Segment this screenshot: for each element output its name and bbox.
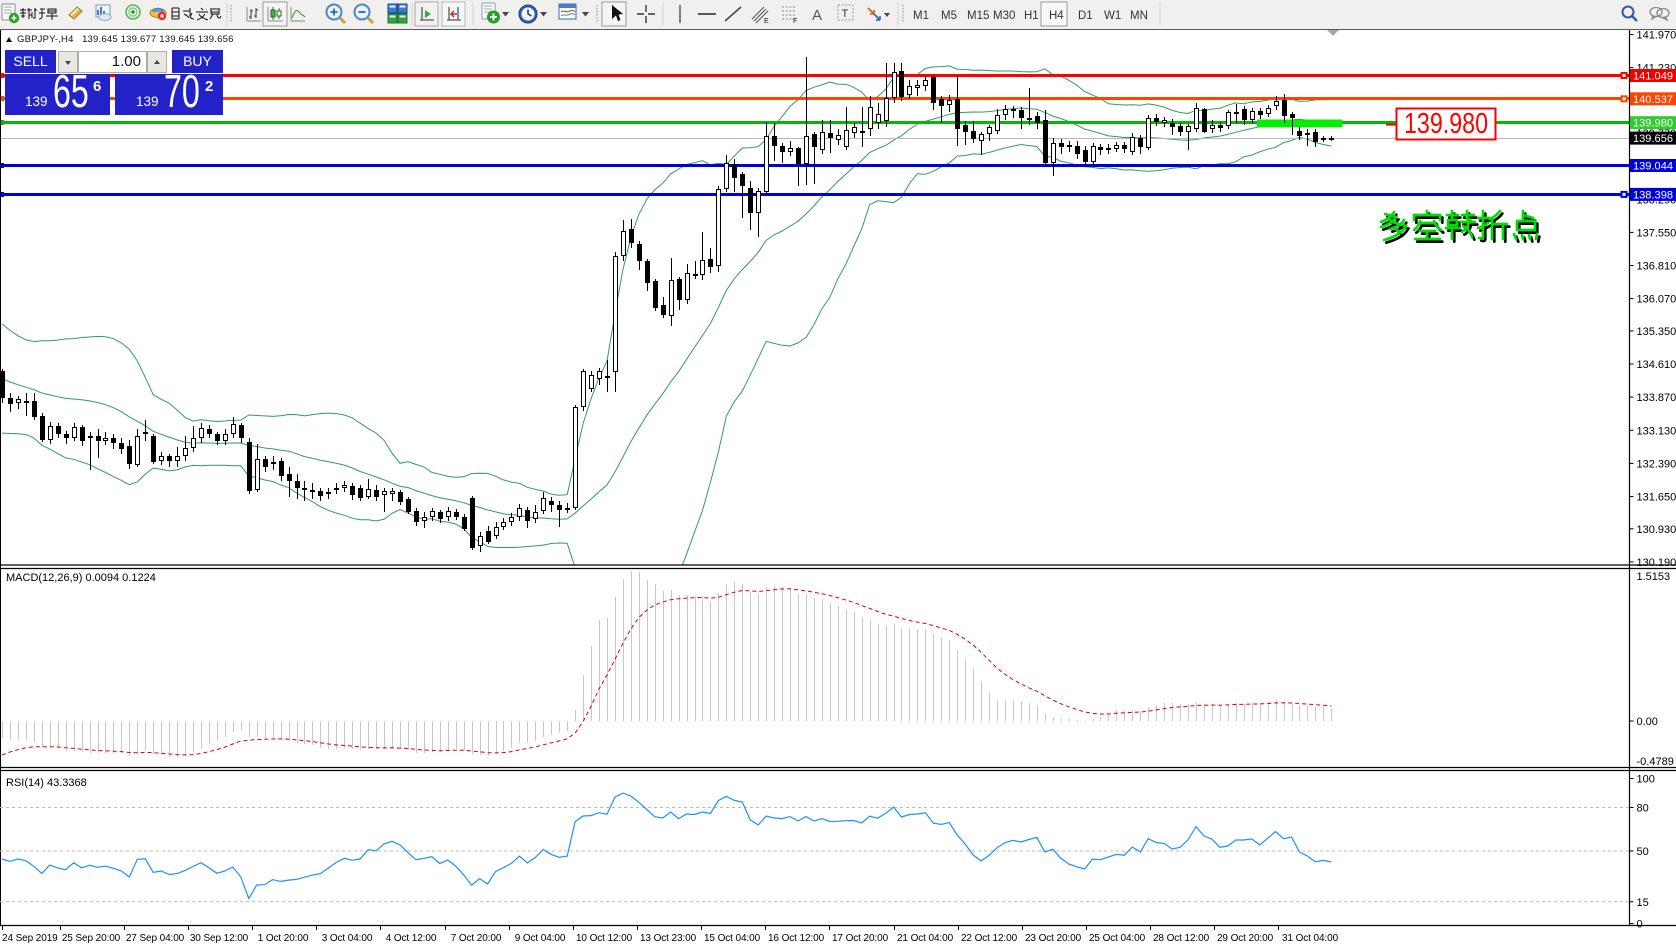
svg-text:M1: M1: [913, 10, 929, 22]
svg-text:1 Oct 20:00: 1 Oct 20:00: [258, 933, 309, 944]
svg-text:H4: H4: [1049, 10, 1064, 22]
svg-text:137.550: 137.550: [1637, 227, 1676, 239]
svg-text:136.810: 136.810: [1637, 261, 1676, 273]
svg-text:H1: H1: [1024, 10, 1039, 22]
svg-text:RSI(14) 43.3368: RSI(14) 43.3368: [6, 777, 87, 789]
svg-text:140.537: 140.537: [1633, 94, 1673, 106]
svg-text:132.390: 132.390: [1637, 458, 1676, 470]
svg-text:141.970: 141.970: [1637, 30, 1676, 42]
svg-text:1.5153: 1.5153: [1637, 571, 1671, 583]
svg-text:27 Sep 04:00: 27 Sep 04:00: [126, 933, 185, 944]
svg-text:130.190: 130.190: [1637, 557, 1676, 569]
svg-text:131.650: 131.650: [1637, 492, 1676, 504]
svg-text:141.049: 141.049: [1633, 71, 1673, 83]
svg-text:0.00: 0.00: [1637, 716, 1658, 728]
svg-text:136.070: 136.070: [1637, 294, 1676, 306]
svg-text:24 Sep 2019: 24 Sep 2019: [2, 933, 58, 944]
svg-text:9 Oct 04:00: 9 Oct 04:00: [515, 933, 566, 944]
svg-text:16 Oct 12:00: 16 Oct 12:00: [768, 933, 825, 944]
svg-text:28 Oct 12:00: 28 Oct 12:00: [1153, 933, 1210, 944]
svg-text:17 Oct 20:00: 17 Oct 20:00: [832, 933, 889, 944]
svg-text:3 Oct 04:00: 3 Oct 04:00: [322, 933, 373, 944]
svg-text:31 Oct 04:00: 31 Oct 04:00: [1282, 933, 1339, 944]
svg-text:M15: M15: [967, 10, 989, 22]
svg-text:22 Oct 12:00: 22 Oct 12:00: [961, 933, 1018, 944]
svg-text:M5: M5: [941, 10, 957, 22]
svg-text:13 Oct 23:00: 13 Oct 23:00: [640, 933, 697, 944]
svg-text:30 Sep 12:00: 30 Sep 12:00: [190, 933, 249, 944]
svg-text:F: F: [793, 18, 797, 25]
svg-text:25 Sep 20:00: 25 Sep 20:00: [62, 933, 121, 944]
svg-text:139.044: 139.044: [1633, 161, 1673, 173]
svg-text:MN: MN: [1130, 10, 1148, 22]
svg-text:133.870: 133.870: [1637, 392, 1676, 404]
svg-text:15 Oct 04:00: 15 Oct 04:00: [704, 933, 761, 944]
svg-text:23 Oct 20:00: 23 Oct 20:00: [1025, 933, 1082, 944]
svg-text:50: 50: [1637, 846, 1649, 858]
svg-text:21 Oct 04:00: 21 Oct 04:00: [897, 933, 954, 944]
svg-text:W1: W1: [1104, 10, 1121, 22]
svg-text:10 Oct 12:00: 10 Oct 12:00: [576, 933, 633, 944]
svg-text:0: 0: [1637, 919, 1643, 931]
svg-text:E: E: [764, 18, 769, 25]
svg-text:7 Oct 20:00: 7 Oct 20:00: [451, 933, 502, 944]
svg-text:138.398: 138.398: [1633, 189, 1673, 201]
svg-text:139.656: 139.656: [1633, 133, 1673, 145]
svg-text:139.980: 139.980: [1633, 118, 1673, 130]
svg-text:M30: M30: [993, 10, 1015, 22]
svg-text:29 Oct 20:00: 29 Oct 20:00: [1217, 933, 1274, 944]
svg-text:A: A: [812, 7, 822, 24]
svg-text:4 Oct 12:00: 4 Oct 12:00: [386, 933, 437, 944]
svg-text:T: T: [842, 8, 849, 20]
svg-text:134.610: 134.610: [1637, 359, 1676, 371]
svg-text:80: 80: [1637, 803, 1649, 815]
svg-text:130.930: 130.930: [1637, 524, 1676, 536]
svg-text:MACD(12,26,9) 0.0094 0.1224: MACD(12,26,9) 0.0094 0.1224: [6, 572, 156, 584]
svg-text:100: 100: [1637, 774, 1655, 786]
svg-text:133.130: 133.130: [1637, 425, 1676, 437]
svg-text:139.980: 139.980: [1404, 108, 1488, 140]
svg-text:15: 15: [1637, 897, 1649, 909]
svg-text:135.350: 135.350: [1637, 326, 1676, 338]
svg-text:D1: D1: [1078, 10, 1093, 22]
svg-text:-0.4789: -0.4789: [1637, 756, 1674, 768]
svg-text:25 Oct 04:00: 25 Oct 04:00: [1089, 933, 1146, 944]
